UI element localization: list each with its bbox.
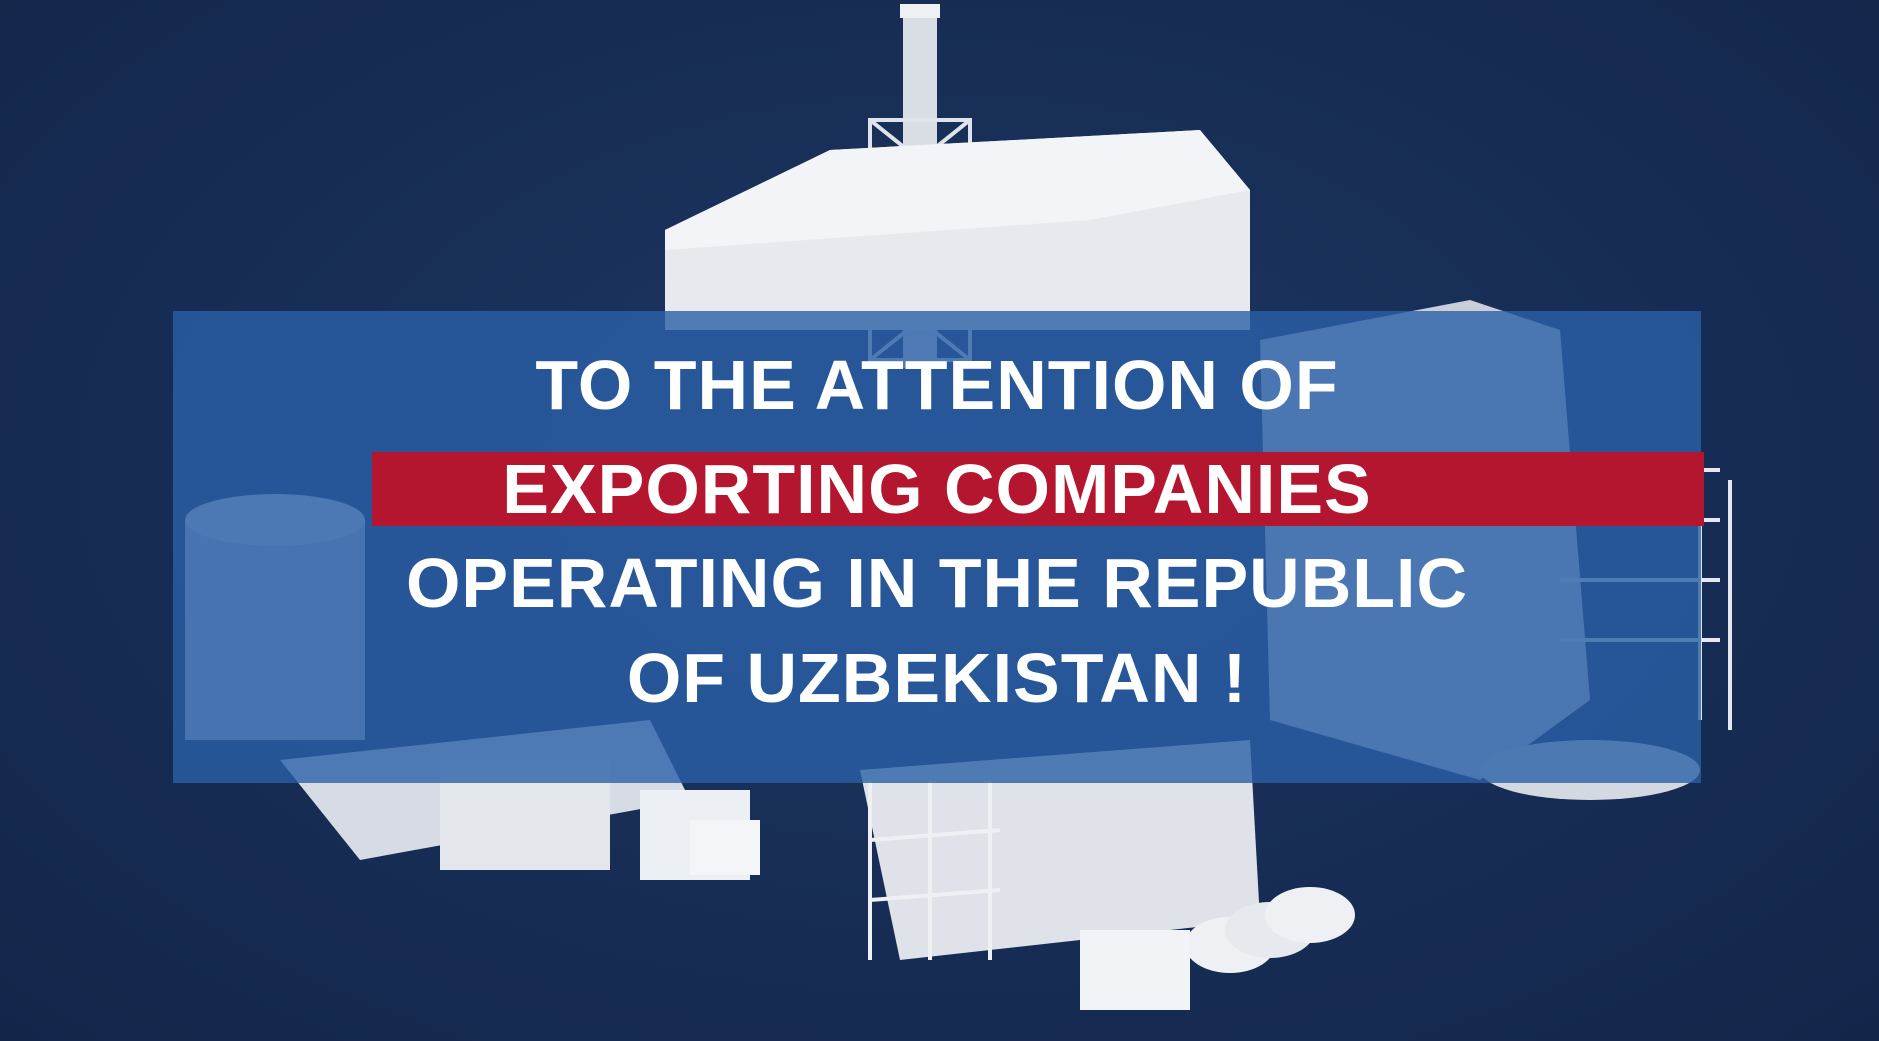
headline-line-1: TO THE ATTENTION OF: [535, 346, 1339, 424]
headline-line-2-highlighted: EXPORTING COMPANIES: [502, 450, 1372, 528]
headline-line-4: OF UZBEKISTAN !: [626, 639, 1248, 717]
headline-line-3: OPERATING IN THE REPUBLIC: [405, 544, 1469, 622]
headline-banner: [173, 311, 1701, 783]
headline: TO THE ATTENTION OF EXPORTING COMPANIES …: [173, 311, 1704, 783]
highlight-bar: [372, 452, 1704, 526]
